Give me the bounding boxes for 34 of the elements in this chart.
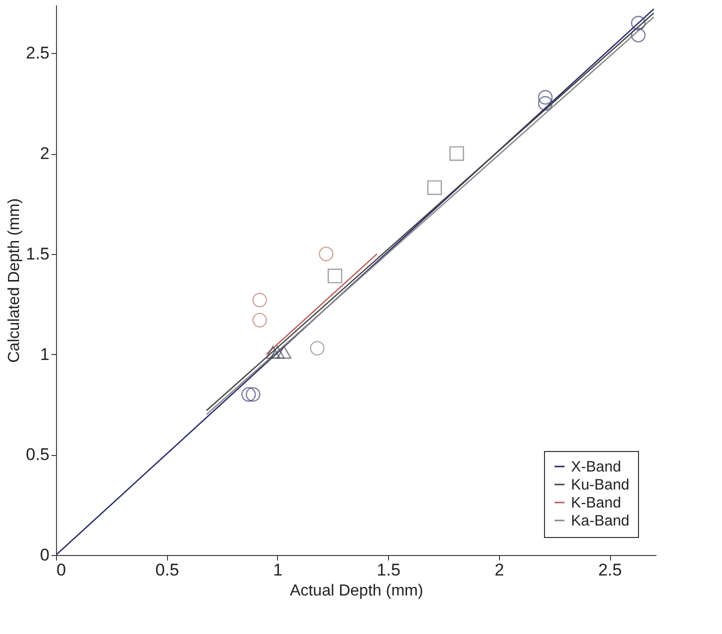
point	[270, 346, 285, 359]
y-tick-label: 1	[40, 344, 50, 364]
point	[538, 90, 553, 105]
point	[538, 96, 553, 111]
point	[252, 312, 267, 328]
point	[241, 387, 256, 402]
point	[276, 346, 292, 359]
x-tick-label: 0	[56, 560, 66, 580]
x-tick-label: 1	[273, 560, 283, 580]
x-tick-label: 0.5	[155, 560, 180, 580]
x-tick-label: 2	[494, 560, 504, 580]
y-tick-label: 0	[40, 546, 50, 564]
x-axis-title: Actual Depth (mm)	[290, 582, 424, 600]
point	[318, 246, 334, 262]
point	[310, 340, 325, 356]
legend-label: X-Band	[571, 458, 622, 476]
y-tick-label: 2	[40, 144, 50, 164]
point	[449, 146, 464, 161]
x-tick-label: 2.5	[598, 560, 622, 580]
point	[630, 28, 646, 42]
y-tick-label: 2.5	[26, 44, 50, 63]
x-tick-label: 1.5	[376, 560, 400, 580]
legend-label: K-Band	[571, 494, 622, 512]
point	[252, 292, 267, 308]
point	[427, 180, 442, 195]
legend-label: Ku-Band	[571, 476, 630, 494]
point	[630, 16, 646, 30]
point	[266, 346, 280, 359]
point	[328, 268, 342, 284]
point	[246, 387, 260, 402]
legend-label: Ka-Band	[571, 512, 630, 530]
y-tick-label: 0.5	[26, 445, 50, 464]
y-axis-title: Calculated Depth (mm)	[6, 198, 23, 363]
y-tick-label: 1.5	[26, 244, 50, 264]
